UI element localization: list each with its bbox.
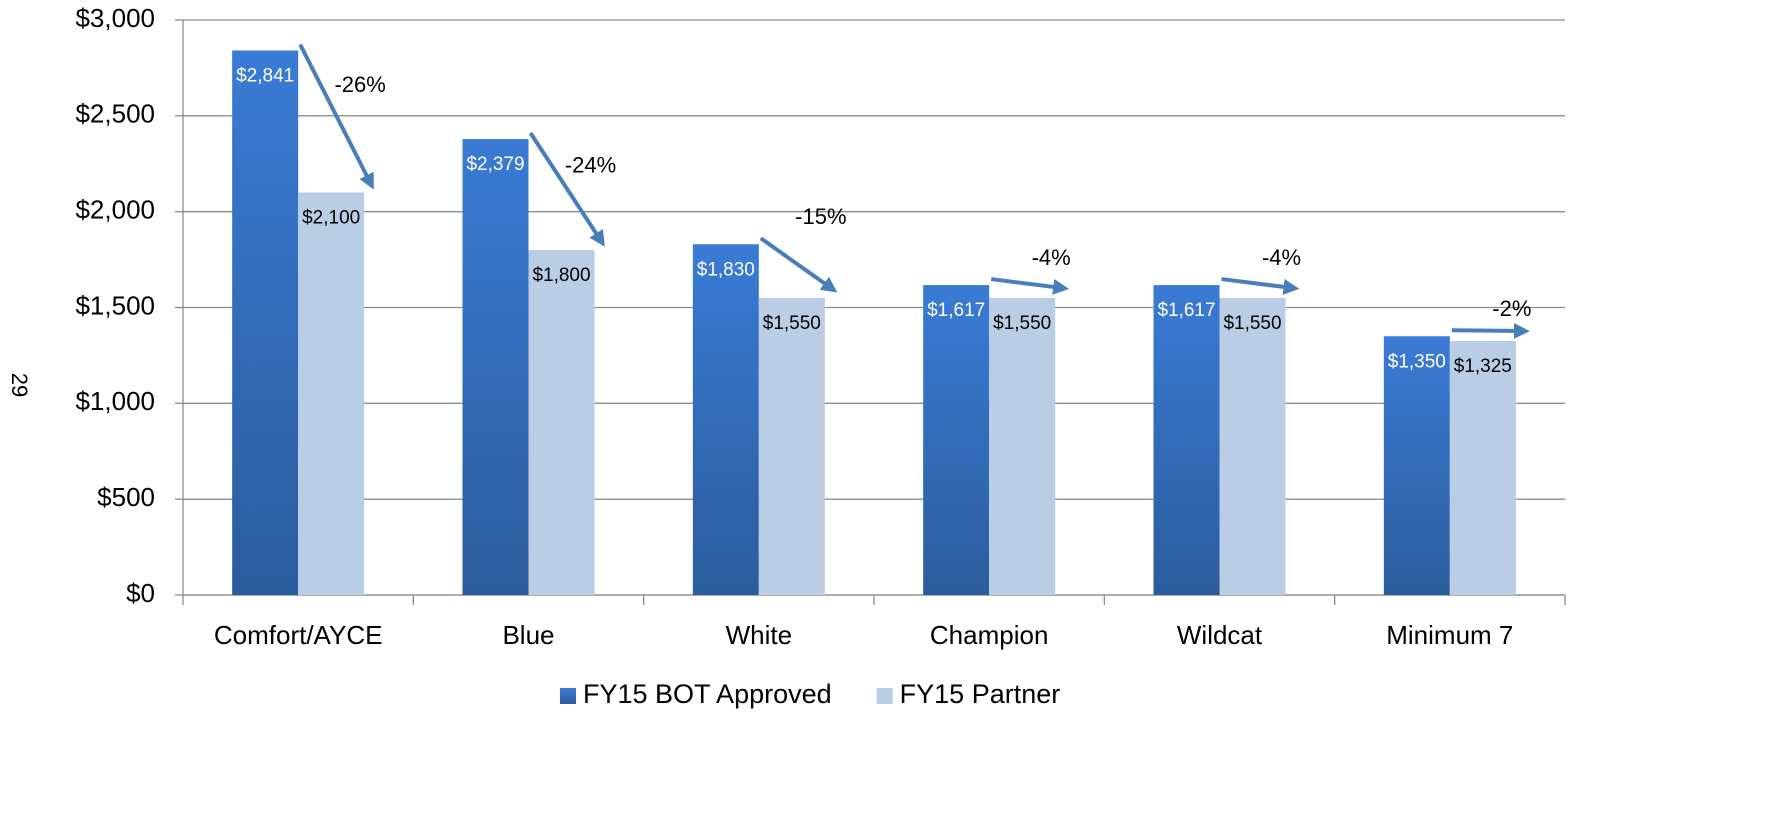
bar <box>232 50 299 596</box>
bar <box>1383 336 1450 595</box>
bar <box>1153 285 1220 595</box>
change-label: -4% <box>1262 245 1301 270</box>
value-label: $1,325 <box>1454 356 1512 377</box>
legend-swatch <box>876 688 893 704</box>
value-label: $1,550 <box>1223 313 1281 334</box>
bar <box>298 192 365 595</box>
x-tick-label: Wildcat <box>1177 620 1263 650</box>
legend-label: FY15 BOT Approved <box>583 679 832 709</box>
change-label: -2% <box>1492 296 1531 321</box>
legend-label: FY15 Partner <box>900 679 1061 709</box>
value-label: $2,379 <box>466 154 524 175</box>
y-tick-label: $2,500 <box>75 99 155 129</box>
x-tick-label: Comfort/AYCE <box>214 620 383 650</box>
change-arrow <box>990 277 1070 295</box>
bar <box>923 285 990 595</box>
x-tick-label: Champion <box>930 620 1049 650</box>
change-arrow <box>1221 277 1300 295</box>
value-label: $1,550 <box>763 313 821 334</box>
change-arrow <box>759 236 838 293</box>
change-arrow <box>528 131 605 247</box>
change-label: -26% <box>334 72 385 97</box>
change-label: -24% <box>565 153 616 178</box>
y-tick-label: $2,000 <box>75 195 155 225</box>
y-tick-label: $0 <box>126 578 155 608</box>
x-tick-label: Blue <box>502 620 554 650</box>
page-label: 29 <box>7 373 32 397</box>
bar <box>989 297 1056 595</box>
value-label: $1,800 <box>532 265 590 286</box>
bar <box>692 244 759 595</box>
change-label: -4% <box>1032 245 1071 270</box>
bar <box>758 297 825 595</box>
change-arrow <box>1451 322 1530 339</box>
value-label: $1,350 <box>1388 351 1446 372</box>
value-label: $1,617 <box>927 300 985 321</box>
x-tick-label: White <box>726 620 792 650</box>
value-label: $1,830 <box>697 259 755 280</box>
bar <box>1449 341 1516 595</box>
value-label: $1,550 <box>993 313 1051 334</box>
change-arrow <box>298 43 374 190</box>
y-tick-label: $3,000 <box>75 3 155 33</box>
change-label: -15% <box>795 204 846 229</box>
bar <box>1219 297 1286 595</box>
value-label: $1,617 <box>1157 300 1215 321</box>
bar <box>528 250 595 595</box>
value-label: $2,100 <box>302 208 360 229</box>
value-label: $2,841 <box>236 65 294 86</box>
y-tick-label: $1,500 <box>75 290 155 320</box>
y-tick-label: $1,000 <box>75 386 155 416</box>
bar <box>462 139 529 595</box>
x-tick-label: Minimum 7 <box>1386 620 1513 650</box>
legend-swatch <box>560 688 576 704</box>
y-tick-label: $500 <box>97 482 155 512</box>
